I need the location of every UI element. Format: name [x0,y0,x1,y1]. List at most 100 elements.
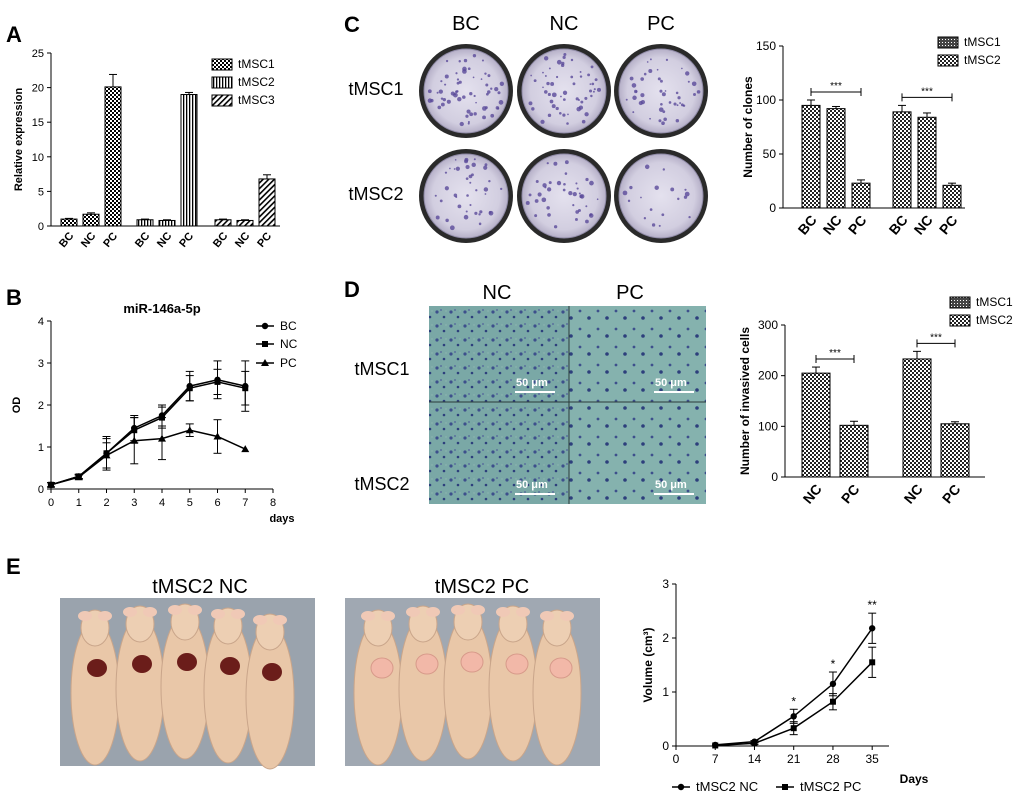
colony [472,76,475,79]
colony [596,198,599,201]
colony [435,215,440,220]
culture-dish-surface [618,153,704,239]
colony [663,117,667,122]
y-tick-label: 150 [756,39,776,53]
colony [587,73,591,77]
colony [546,81,550,86]
significance-marker: *** [830,81,842,92]
tumor [262,663,282,681]
colony [458,60,461,63]
bar [801,104,821,209]
legend-label: tMSC2 [976,313,1013,327]
colony [629,185,633,190]
colony [584,112,589,117]
legend-label: tMSC2 [238,75,275,89]
colony [445,218,449,223]
colony [687,80,690,83]
colony [675,91,679,95]
colony [484,106,488,110]
colony [559,111,562,115]
colony [563,52,567,56]
colony [589,83,592,85]
significance-marker: ** [868,598,878,612]
mice-photos: tMSC2 NC tMSC2 PC [60,576,600,770]
colony [648,68,653,73]
colony [664,90,667,92]
colony [465,210,468,213]
y-tick-label: 0 [662,739,669,753]
x-tick-label: 0 [673,752,680,766]
data-point [751,740,758,747]
y-tick-label: 10 [32,152,44,164]
y-tick-label: 25 [32,48,44,60]
x-tick-label: 2 [103,497,109,509]
colony [474,211,478,215]
colony [464,157,469,162]
invasion-row-tmsc2: tMSC2 [354,474,409,494]
colony [465,114,469,118]
colony [581,119,586,124]
legend-marker [262,341,268,347]
colony [496,107,500,110]
colony [480,78,483,80]
colony [631,83,637,88]
colony [455,196,458,199]
y-tick-label: 50 [763,147,777,161]
data-point [712,742,719,749]
legend-swatch [949,296,971,309]
data-point [241,445,250,453]
panel-label-b: B [6,285,22,310]
colony [542,71,544,74]
mouse-ear [451,605,465,615]
micrograph-tmsc1-pc [569,306,706,402]
colony [575,218,578,221]
x-tick-label: PC [177,230,196,249]
y-tick-label: 4 [38,316,44,328]
data-point [213,432,222,440]
x-tick-label: NC [155,230,174,250]
chart-e-tumor-volume: 0 1 2 3 Volume (cm³) 0 7 14 21 28 35 Days tMSC2 NC tM… [641,577,929,794]
colony [681,67,683,70]
legend-marker [261,322,269,330]
colony [478,213,481,216]
colony [546,162,549,165]
colony [590,94,593,98]
colony [462,66,467,72]
significance-marker: * [791,694,796,708]
colony [444,74,449,79]
bar [158,219,176,227]
bar [258,178,276,227]
colony [427,98,433,103]
invasion-photo: NC PC tMSC1 tMSC2 50 μm 50 μm 50 μm 50 μ… [354,282,706,504]
colony [465,164,470,170]
legend-swatch [211,76,233,89]
legend-marker [261,359,269,366]
colony [453,168,456,170]
colony [456,78,460,81]
x-tick-label: PC [255,230,274,249]
x-tick-label: PC [936,212,961,237]
data-point [185,426,194,434]
colony [542,86,544,89]
colony [688,215,691,219]
x-tick-label: NC [901,481,926,507]
colony [455,166,460,171]
colony [494,86,499,92]
bar [214,219,232,227]
bar [940,423,970,478]
mouse-ear [361,611,375,621]
colony [485,83,489,87]
colony [588,213,594,218]
colony [643,72,647,76]
panel-label-a: A [6,22,22,47]
colony [659,89,663,93]
colony [490,87,493,90]
colony [649,208,653,211]
colony [584,96,588,100]
scale-bar-label: 50 μm [516,479,548,491]
bar [82,213,100,227]
colony [579,71,582,73]
y-tick-label: 2 [38,400,44,412]
x-tick-label: 28 [826,752,840,766]
colony [691,81,697,87]
